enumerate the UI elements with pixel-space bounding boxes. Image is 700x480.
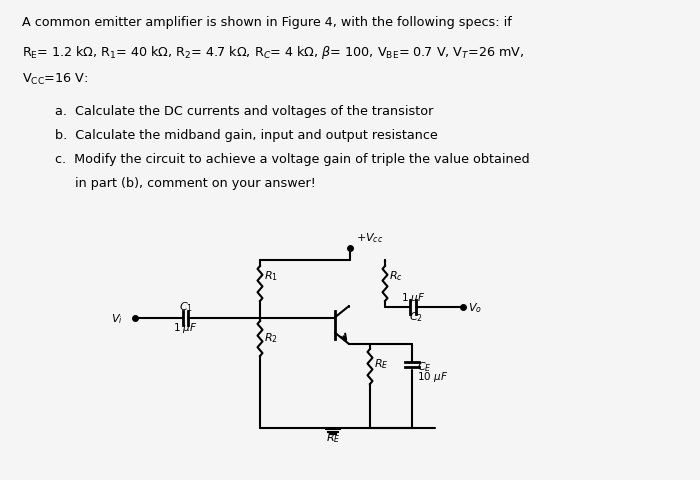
Text: $1\ \mu F$: $1\ \mu F$ [401, 290, 426, 304]
Text: $10\ \mu F$: $10\ \mu F$ [417, 369, 448, 383]
Text: $C_E$: $C_E$ [417, 359, 432, 373]
Text: $C_2$: $C_2$ [409, 309, 423, 323]
Text: a.  Calculate the DC currents and voltages of the transistor: a. Calculate the DC currents and voltage… [55, 105, 433, 118]
Text: $+V_{cc}$: $+V_{cc}$ [356, 231, 384, 244]
Text: R$_{\rm{E}}$= 1.2 k$\Omega$, R$_1$= 40 k$\Omega$, R$_2$= 4.7 k$\Omega$, R$_C$= 4: R$_{\rm{E}}$= 1.2 k$\Omega$, R$_1$= 40 k… [22, 44, 524, 61]
Text: c.  Modify the circuit to achieve a voltage gain of triple the value obtained: c. Modify the circuit to achieve a volta… [55, 153, 530, 166]
Text: A common emitter amplifier is shown in Figure 4, with the following specs: if: A common emitter amplifier is shown in F… [22, 16, 512, 29]
Text: $1\ \mu F$: $1\ \mu F$ [173, 320, 197, 334]
Text: $V_i$: $V_i$ [111, 312, 123, 325]
Text: $R_E$: $R_E$ [374, 356, 388, 370]
Text: $R_c$: $R_c$ [389, 268, 403, 282]
Text: in part (b), comment on your answer!: in part (b), comment on your answer! [55, 177, 316, 190]
Text: $V_o$: $V_o$ [468, 300, 482, 314]
Text: b.  Calculate the midband gain, input and output resistance: b. Calculate the midband gain, input and… [55, 129, 438, 142]
Text: $C_1$: $C_1$ [179, 300, 193, 313]
Text: $R_1$: $R_1$ [264, 268, 278, 282]
Text: $R_2$: $R_2$ [264, 330, 278, 344]
Text: $R_E$: $R_E$ [326, 430, 340, 444]
Text: V$_{\rm{CC}}$=16 V:: V$_{\rm{CC}}$=16 V: [22, 72, 88, 87]
